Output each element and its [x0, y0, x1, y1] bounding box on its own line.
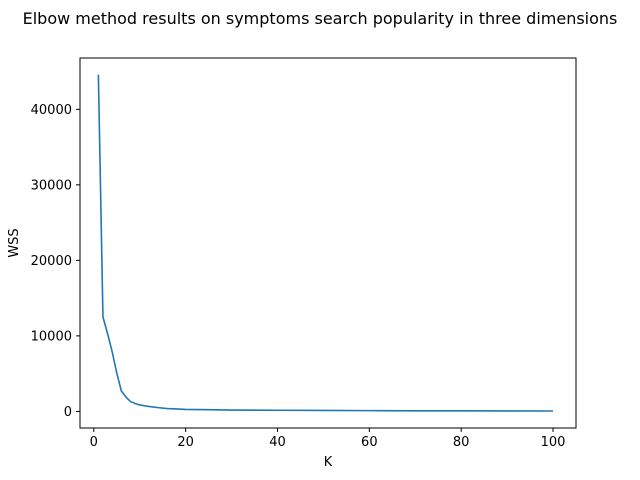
y-axis-label: WSS — [7, 228, 22, 257]
series-line-0 — [97, 74, 554, 412]
x-tick-label: 80 — [453, 435, 470, 450]
x-axis-label: K — [324, 455, 333, 470]
plot-area — [97, 74, 554, 412]
y-tick-label: 10000 — [31, 329, 72, 344]
y-tick-label: 20000 — [31, 254, 72, 269]
x-tick-label: 60 — [361, 435, 378, 450]
x-axis-ticks: 0 20 40 60 80 100 — [90, 428, 566, 450]
y-tick-label: 0 — [64, 405, 72, 420]
x-tick-label: 20 — [177, 435, 194, 450]
x-tick-label: 0 — [90, 435, 98, 450]
x-tick-label: 100 — [541, 435, 566, 450]
chart-title: Elbow method results on symptoms search … — [23, 9, 618, 28]
y-tick-label: 30000 — [31, 178, 72, 193]
x-tick-label: 40 — [269, 435, 286, 450]
y-tick-label: 40000 — [31, 103, 72, 118]
y-axis-ticks: 0 10000 20000 30000 40000 — [31, 103, 80, 420]
plot-frame — [79, 57, 577, 429]
